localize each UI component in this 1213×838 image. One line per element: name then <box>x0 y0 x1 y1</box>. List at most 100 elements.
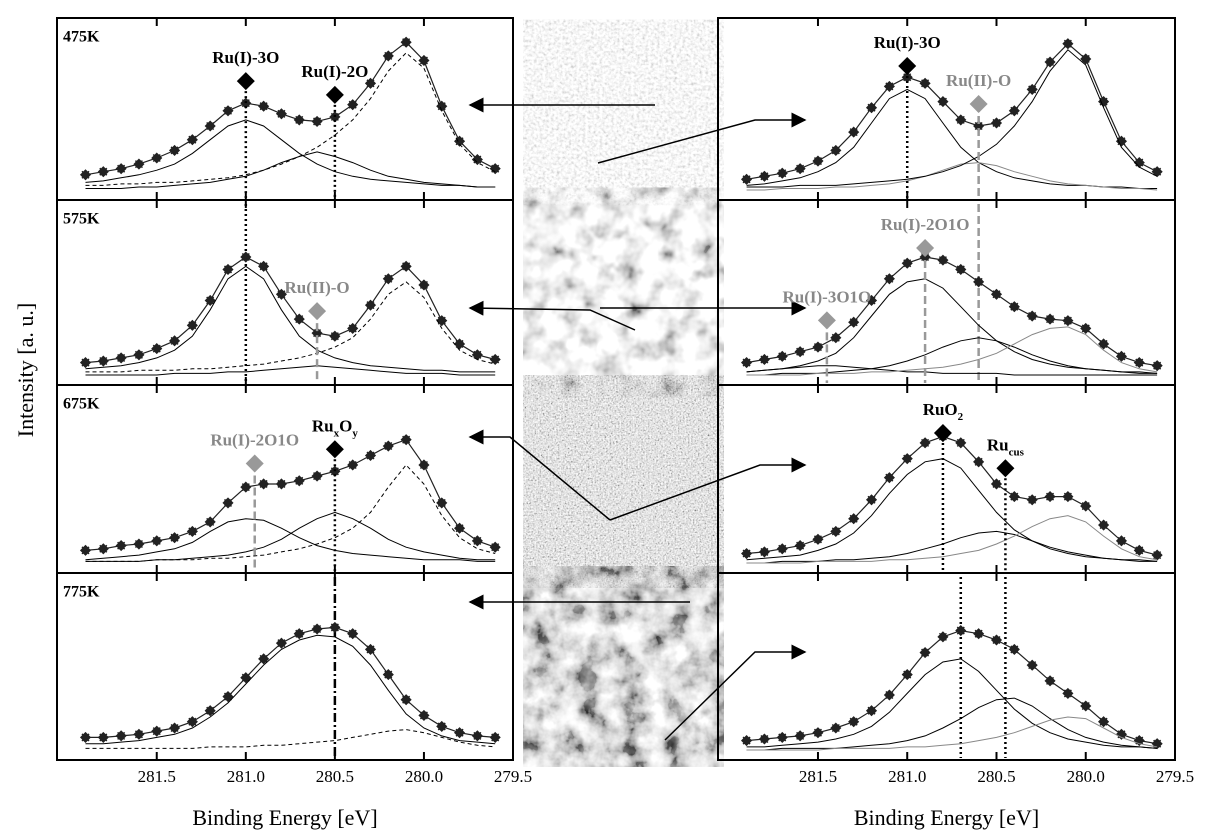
data-point <box>1098 519 1110 531</box>
data-point <box>1026 83 1038 95</box>
data-point <box>79 169 92 181</box>
peak-label: Rucus <box>987 435 1025 458</box>
data-point <box>169 335 181 347</box>
data-point <box>901 669 913 681</box>
micrograph <box>540 393 707 570</box>
data-point <box>454 727 466 739</box>
data-point <box>240 672 252 684</box>
spectrum-line <box>746 658 1158 749</box>
spectrum-line <box>746 515 1158 564</box>
data-point <box>79 544 92 556</box>
peak-diamond <box>969 95 988 113</box>
data-point <box>812 727 824 739</box>
data-point <box>151 152 163 164</box>
peak-diamond <box>236 72 255 91</box>
data-point <box>489 163 501 175</box>
data-point <box>186 525 198 537</box>
data-point <box>955 625 967 637</box>
spectrum-line <box>746 716 1158 751</box>
data-point <box>758 546 770 558</box>
data-point <box>258 653 270 665</box>
panel: Ru(I)-3O Ru(II)-O <box>717 17 1176 201</box>
data-point <box>973 628 985 640</box>
spectrum-line <box>746 365 1158 376</box>
x-tick-label: 280.0 <box>405 767 443 786</box>
peak-diamond <box>933 424 952 442</box>
spectrum-line <box>746 162 1158 191</box>
data-point <box>1026 494 1038 506</box>
data-point <box>115 352 127 364</box>
panel: 675K Ru(I)-2O1O RuxOy <box>56 384 514 574</box>
spectrum-line <box>85 518 496 562</box>
data-point <box>973 456 985 468</box>
data-point <box>97 731 109 743</box>
panel-label: 575K <box>63 211 100 228</box>
data-point <box>364 449 377 462</box>
data-point <box>293 628 305 640</box>
micrograph <box>540 583 707 750</box>
x-tick-label: 279.5 <box>1156 767 1194 786</box>
data-point <box>937 254 949 266</box>
peak-diamond <box>325 85 344 104</box>
data-point <box>418 709 430 721</box>
panel-frame <box>56 572 514 761</box>
data-point <box>865 294 878 307</box>
spectrum-line <box>85 151 496 189</box>
data-point <box>186 716 198 728</box>
data-point <box>115 163 127 175</box>
data-point <box>812 533 824 545</box>
spectrum-line <box>746 530 1158 564</box>
data-point <box>240 97 252 109</box>
data-point <box>901 453 913 465</box>
data-point <box>919 647 931 659</box>
data-point <box>741 173 753 185</box>
peak-diamond <box>916 239 935 257</box>
data-point <box>1098 338 1110 350</box>
x-tick-label: 281.5 <box>799 767 837 786</box>
spectrum-line <box>746 629 1158 745</box>
data-point <box>382 669 394 681</box>
data-point <box>151 343 163 355</box>
data-point <box>830 525 842 537</box>
y-axis-title: Intensity [a. u.] <box>13 303 38 437</box>
data-point <box>1080 322 1092 334</box>
data-point <box>258 100 270 112</box>
data-point <box>990 478 1003 490</box>
data-point <box>1026 659 1038 671</box>
data-point <box>1044 56 1056 68</box>
peak-diamond <box>245 454 264 473</box>
peak-label: Ru(I)-2O1O <box>210 430 299 449</box>
data-point <box>883 80 895 92</box>
data-point <box>454 522 466 534</box>
spectrum-line <box>85 626 496 738</box>
arrow <box>468 429 611 521</box>
data-point <box>400 434 412 446</box>
peak-label: Ru(I)-2O <box>301 62 368 81</box>
data-point <box>258 478 270 490</box>
data-point <box>489 731 501 743</box>
data-point <box>865 705 878 717</box>
data-point <box>1115 535 1128 547</box>
data-point <box>776 350 788 362</box>
data-point <box>794 540 806 552</box>
data-point <box>275 637 287 649</box>
data-point <box>1115 350 1128 362</box>
data-point <box>79 731 92 743</box>
panel-label: 775K <box>63 584 100 601</box>
data-point <box>293 114 305 126</box>
arrow <box>664 644 807 741</box>
spectrum-line <box>746 88 1158 189</box>
data-point <box>311 115 323 127</box>
spectrum-line <box>746 42 1158 180</box>
data-point <box>418 54 430 67</box>
x-axis-title: Binding Energy [eV] <box>854 805 1039 830</box>
data-point <box>364 77 377 89</box>
peak-diamond <box>898 57 917 75</box>
data-point <box>240 481 252 493</box>
data-point <box>883 689 895 701</box>
data-point <box>955 114 967 126</box>
data-point <box>830 722 842 734</box>
peak-label: Ru(I)-2O1O <box>881 215 970 234</box>
spectrum-line <box>85 52 496 186</box>
